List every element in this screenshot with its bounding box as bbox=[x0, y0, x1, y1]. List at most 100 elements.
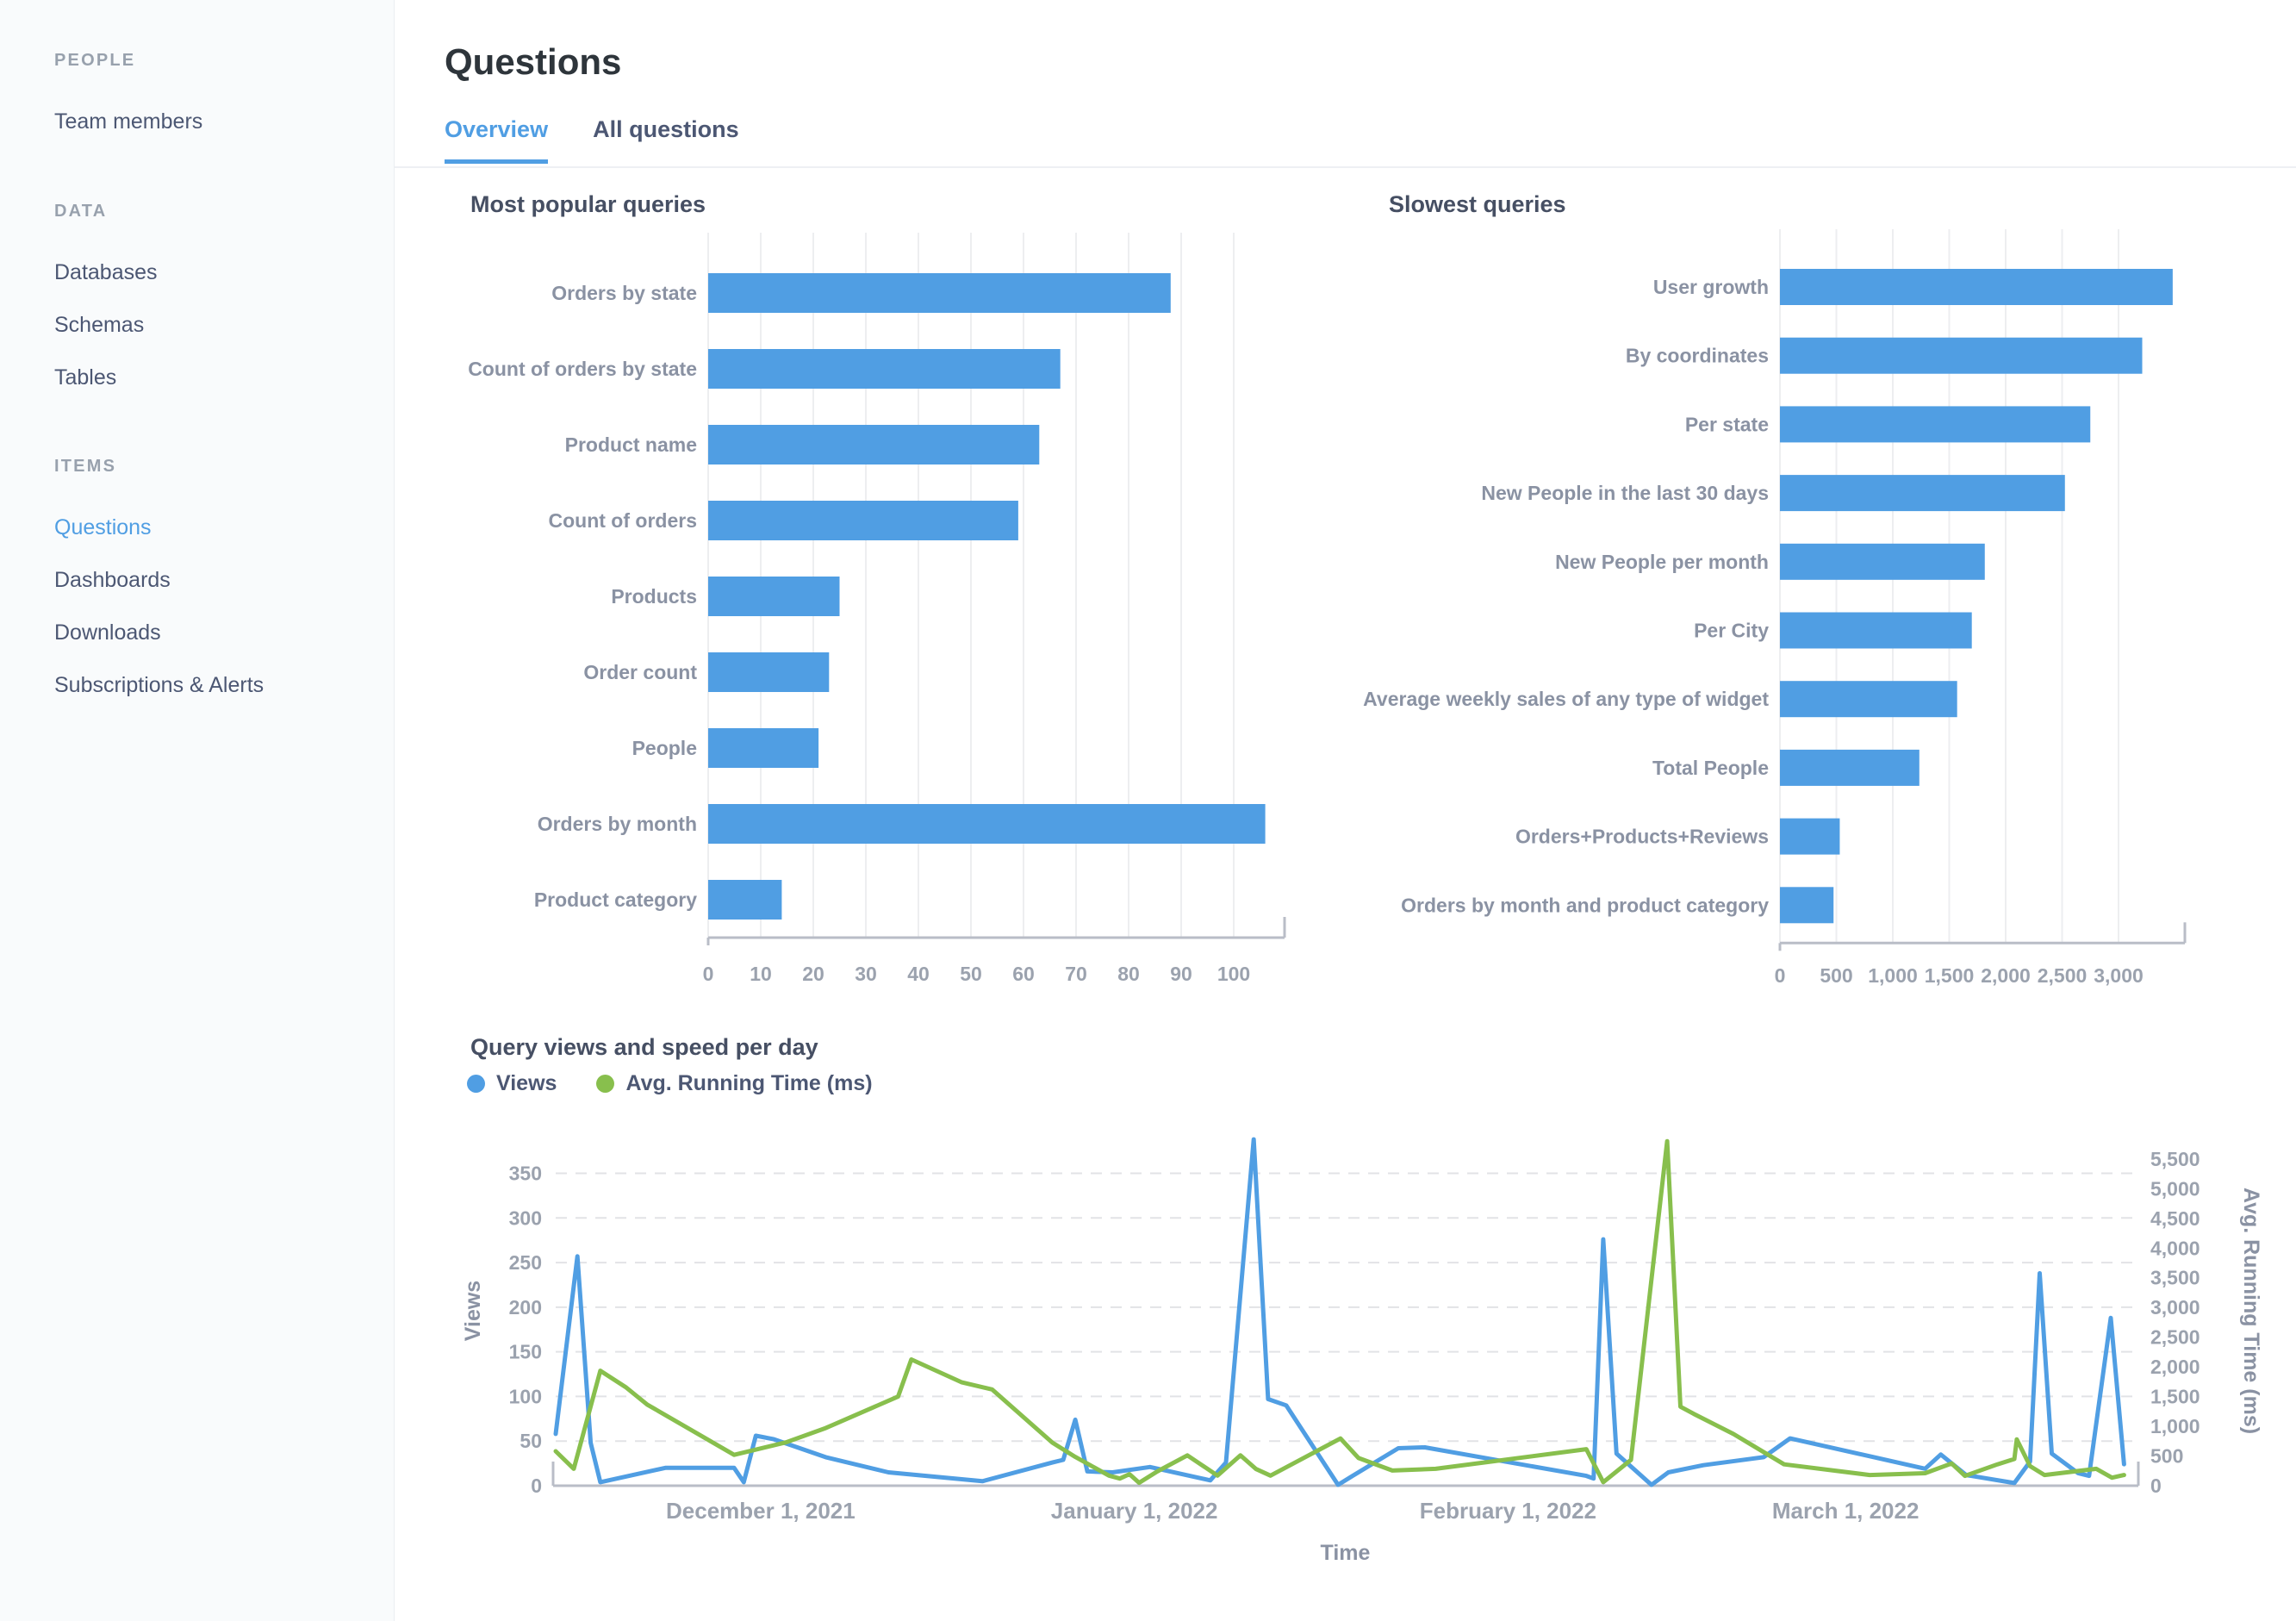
left-tick-label: 50 bbox=[520, 1430, 542, 1452]
bar[interactable] bbox=[708, 501, 1018, 540]
tabbar-divider bbox=[395, 166, 2296, 168]
x-tick-label: January 1, 2022 bbox=[1051, 1498, 1218, 1524]
bar[interactable] bbox=[708, 577, 840, 616]
x-tick-label: 70 bbox=[1065, 963, 1087, 985]
category-label: Products bbox=[611, 585, 697, 608]
right-axis-title: Avg. Running Time (ms) bbox=[2239, 1188, 2263, 1434]
category-label: By coordinates bbox=[1626, 345, 1769, 367]
right-tick-label: 3,000 bbox=[2150, 1296, 2200, 1319]
query-views-speed-chart: 0 50 100 150 200 250 300 350 0 500 1,000 1,500 2,000… bbox=[428, 1120, 2296, 1616]
sidebar-item-questions[interactable]: Questions bbox=[54, 515, 152, 539]
sidebar-item-schemas[interactable]: Schemas bbox=[54, 313, 145, 337]
right-tick-label: 0 bbox=[2150, 1474, 2162, 1497]
x-tick-label: 20 bbox=[802, 963, 824, 985]
x-tick-label: 80 bbox=[1117, 963, 1140, 985]
bar[interactable] bbox=[1780, 612, 1972, 649]
category-label: Total People bbox=[1652, 757, 1769, 779]
right-tick-label: 4,500 bbox=[2150, 1207, 2200, 1230]
x-tick-label: December 1, 2021 bbox=[666, 1498, 856, 1524]
x-tick-label: 100 bbox=[1217, 963, 1250, 985]
bar[interactable] bbox=[708, 652, 830, 692]
category-label: New People per month bbox=[1555, 551, 1769, 573]
right-tick-label: 3,500 bbox=[2150, 1267, 2200, 1289]
legend-item-views[interactable]: Views bbox=[467, 1071, 557, 1096]
left-tick-label: 300 bbox=[509, 1206, 542, 1229]
category-label: Orders+Products+Reviews bbox=[1515, 826, 1769, 848]
x-axis-title: Time bbox=[1321, 1541, 1371, 1565]
tab-overview[interactable]: Overview bbox=[445, 116, 549, 164]
x-tick-label: 0 bbox=[1775, 964, 1786, 987]
bar[interactable] bbox=[1780, 818, 1840, 855]
right-tick-label: 1,000 bbox=[2150, 1415, 2200, 1437]
x-tick-label: 1,000 bbox=[1868, 964, 1918, 987]
sidebar: PEOPLE Team members DATA Databases Schem… bbox=[0, 0, 395, 1621]
category-label: User growth bbox=[1653, 276, 1769, 298]
bar[interactable] bbox=[1780, 887, 1834, 924]
right-tick-label: 2,000 bbox=[2150, 1356, 2200, 1378]
category-label: Orders by state bbox=[551, 282, 697, 304]
bar[interactable] bbox=[708, 349, 1061, 389]
page-title: Questions bbox=[445, 41, 622, 82]
tab-bar: Overview All questions bbox=[445, 116, 739, 164]
category-label: Per state bbox=[1685, 413, 1769, 435]
x-tick-label: 1,500 bbox=[1925, 964, 1975, 987]
legend-label-avg-running-time: Avg. Running Time (ms) bbox=[625, 1071, 873, 1095]
sidebar-section-data: DATA bbox=[54, 202, 108, 221]
query-views-speed-title: Query views and speed per day bbox=[470, 1034, 818, 1060]
slowest-queries-chart-svg: User growth By coordinates Per state New Pe… bbox=[1363, 229, 2187, 987]
sidebar-item-subscriptions-alerts[interactable]: Subscriptions & Alerts bbox=[54, 673, 264, 697]
bar[interactable] bbox=[1780, 406, 2091, 443]
most-popular-queries-title: Most popular queries bbox=[470, 191, 706, 217]
avg-running-time-line bbox=[553, 1138, 2126, 1486]
category-label: Per City bbox=[1694, 620, 1769, 642]
sidebar-section-items: ITEMS bbox=[54, 457, 117, 476]
views-line bbox=[553, 1137, 2126, 1487]
bar[interactable] bbox=[1780, 543, 1985, 580]
right-tick-label: 1,500 bbox=[2150, 1386, 2200, 1408]
right-tick-label: 5,000 bbox=[2150, 1177, 2200, 1200]
x-tick-label: 0 bbox=[703, 963, 714, 985]
left-tick-label: 200 bbox=[509, 1296, 542, 1319]
bar[interactable] bbox=[708, 880, 782, 920]
bar[interactable] bbox=[708, 804, 1266, 844]
bar[interactable] bbox=[1780, 475, 2065, 512]
category-label: Count of orders by state bbox=[468, 358, 697, 380]
left-tick-label: 0 bbox=[531, 1474, 542, 1497]
sidebar-item-team-members[interactable]: Team members bbox=[54, 109, 203, 134]
left-tick-label: 150 bbox=[509, 1341, 542, 1363]
right-tick-label: 2,500 bbox=[2150, 1326, 2200, 1349]
bar[interactable] bbox=[708, 425, 1040, 464]
x-tick-label: 10 bbox=[750, 963, 772, 985]
left-tick-label: 100 bbox=[509, 1385, 542, 1407]
tab-all-questions[interactable]: All questions bbox=[593, 116, 739, 142]
category-label: Count of orders bbox=[549, 509, 698, 532]
x-tick-label: 40 bbox=[907, 963, 930, 985]
bar[interactable] bbox=[1780, 681, 1957, 718]
x-tick-label: 90 bbox=[1170, 963, 1192, 985]
x-tick-label: 50 bbox=[960, 963, 982, 985]
x-tick-label: 2,000 bbox=[1981, 964, 2031, 987]
category-label: Orders by month bbox=[538, 813, 697, 835]
legend-item-avg-running-time[interactable]: Avg. Running Time (ms) bbox=[596, 1071, 873, 1096]
sidebar-item-databases[interactable]: Databases bbox=[54, 260, 158, 284]
slowest-queries-chart: User growth By coordinates Per state New Pe… bbox=[1344, 198, 2296, 1008]
line-chart-legend: Views Avg. Running Time (ms) bbox=[467, 1071, 873, 1096]
bar[interactable] bbox=[1780, 269, 2173, 305]
category-label: People bbox=[632, 737, 697, 759]
sidebar-item-downloads[interactable]: Downloads bbox=[54, 620, 161, 645]
x-tick-label: 60 bbox=[1012, 963, 1035, 985]
slowest-queries-title: Slowest queries bbox=[1389, 191, 1566, 217]
bar[interactable] bbox=[1780, 337, 2143, 374]
sidebar-item-dashboards[interactable]: Dashboards bbox=[54, 568, 171, 592]
category-label: New People in the last 30 days bbox=[1481, 482, 1769, 504]
left-axis-title: Views bbox=[461, 1281, 485, 1341]
x-tick-label: 3,000 bbox=[2094, 964, 2144, 987]
bar[interactable] bbox=[708, 273, 1171, 313]
legend-label-views: Views bbox=[496, 1071, 557, 1095]
x-tick-label: 30 bbox=[855, 963, 877, 985]
x-tick-label: March 1, 2022 bbox=[1772, 1498, 1920, 1524]
sidebar-item-tables[interactable]: Tables bbox=[54, 365, 117, 390]
bar[interactable] bbox=[708, 728, 819, 768]
bar[interactable] bbox=[1780, 749, 1920, 786]
